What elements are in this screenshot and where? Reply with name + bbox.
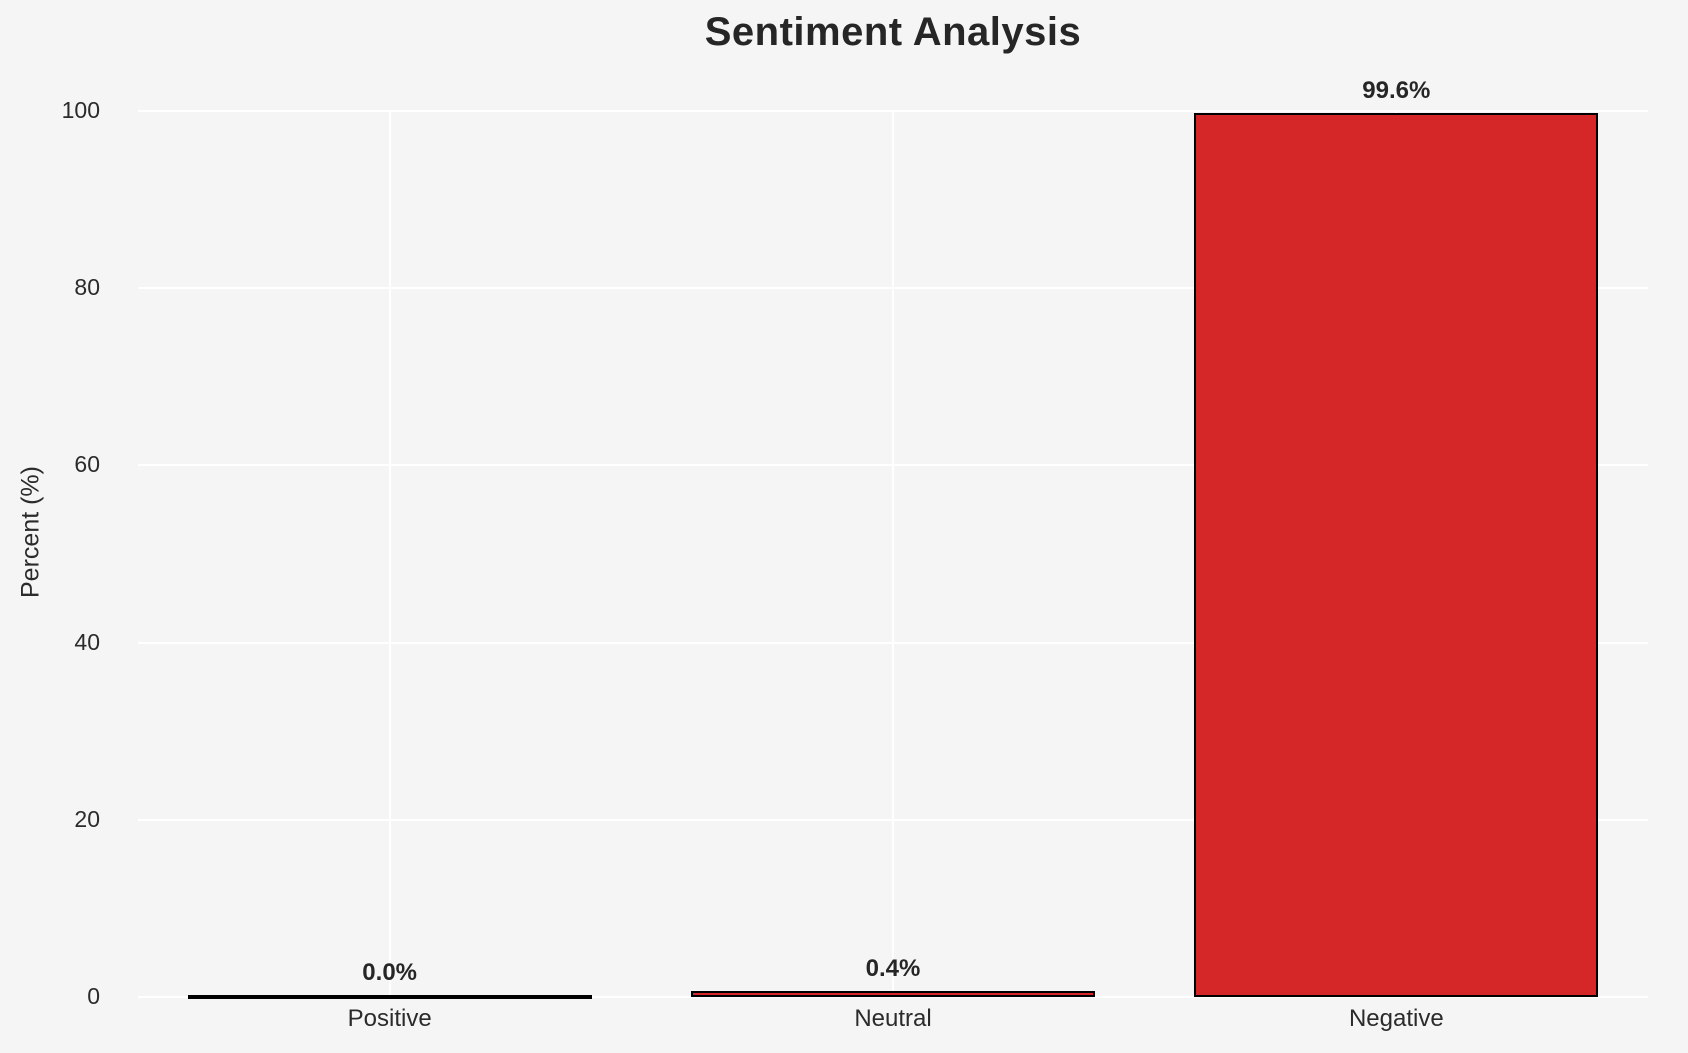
y-tick-label: 100	[61, 97, 100, 123]
bar-value-label: 99.6%	[1362, 77, 1431, 104]
y-tick-label: 40	[74, 628, 100, 655]
x-gridline	[892, 111, 894, 997]
bar-neutral	[691, 991, 1095, 997]
chart-title: Sentiment Analysis	[704, 10, 1082, 54]
y-tick-label: 20	[74, 805, 100, 832]
bar-negative	[1194, 113, 1599, 997]
x-tick-label: Neutral	[854, 1005, 932, 1032]
y-axis-label: Percent (%)	[16, 466, 45, 598]
y-tick-label: 80	[74, 274, 100, 301]
x-tick-label: Negative	[1348, 1005, 1444, 1032]
y-gridline	[138, 996, 1648, 998]
bar-value-label: 0.0%	[362, 959, 417, 986]
y-tick-label: 0	[87, 983, 100, 1009]
plot-area	[138, 110, 1648, 999]
x-gridline	[388, 111, 391, 997]
y-tick-label: 60	[74, 451, 100, 478]
bar-value-label: 0.4%	[865, 955, 921, 982]
bar-positive	[187, 995, 592, 999]
x-tick-label: Positive	[347, 1005, 432, 1032]
